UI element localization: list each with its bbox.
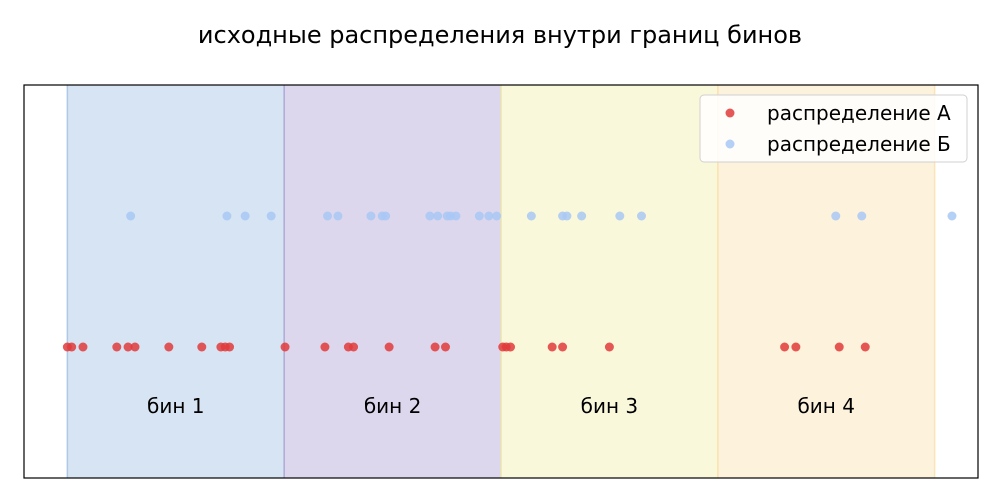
point-series-2-2: [222, 211, 232, 221]
point-series-1-16: [384, 342, 394, 352]
chart-title: исходные распределения внутри границ бин…: [198, 21, 802, 49]
point-series-2-23: [636, 211, 646, 221]
point-series-1-8: [197, 342, 207, 352]
bin-label-1: бин 1: [147, 394, 205, 418]
point-series-1-17: [430, 342, 440, 352]
point-series-2-3: [240, 211, 250, 221]
plot-frame: [23, 84, 979, 479]
legend-box: [699, 94, 968, 163]
legend-label-2: распределение Б: [767, 132, 951, 156]
point-series-1-18: [440, 342, 450, 352]
point-series-1-4: [112, 342, 122, 352]
points-layer: [62, 211, 957, 352]
bin-band-3: [501, 85, 718, 478]
point-series-2-20: [562, 211, 572, 221]
point-series-2-10: [425, 211, 435, 221]
point-series-2-26: [947, 211, 957, 221]
point-series-2-5: [323, 211, 333, 221]
point-series-2-7: [366, 211, 376, 221]
point-series-2-4: [266, 211, 276, 221]
point-series-1-12: [280, 342, 290, 352]
point-series-1-11: [225, 342, 235, 352]
point-series-2-24: [831, 211, 841, 221]
legend: распределение А распределение Б: [699, 94, 968, 163]
bin-label-2: бин 2: [364, 394, 422, 418]
bin-band-2: [284, 85, 501, 478]
point-series-1-6: [130, 342, 140, 352]
bin-label-3: бин 3: [581, 394, 639, 418]
point-series-2-21: [577, 211, 587, 221]
point-series-2-15: [474, 211, 484, 221]
point-series-2-1: [126, 211, 136, 221]
legend-label-1: распределение А: [767, 101, 951, 125]
point-series-1-22: [547, 342, 557, 352]
bin-label-4: бин 4: [797, 394, 855, 418]
series-1: [62, 342, 870, 352]
point-series-2-22: [615, 211, 625, 221]
point-series-2-9: [381, 211, 391, 221]
point-series-2-14: [451, 211, 461, 221]
point-series-2-25: [857, 211, 867, 221]
point-series-1-5: [123, 342, 133, 352]
point-series-2-18: [526, 211, 536, 221]
point-series-1-28: [860, 342, 870, 352]
point-series-1-23: [558, 342, 568, 352]
point-series-1-27: [834, 342, 844, 352]
point-series-2-6: [333, 211, 343, 221]
point-series-1-24: [604, 342, 614, 352]
point-series-2-11: [433, 211, 443, 221]
point-series-1-7: [164, 342, 174, 352]
point-series-1-2: [67, 342, 77, 352]
point-series-1-21: [506, 342, 516, 352]
point-series-2-16: [484, 211, 494, 221]
point-series-2-17: [492, 211, 502, 221]
point-series-1-3: [78, 342, 88, 352]
series-2: [126, 211, 957, 221]
bin-band-1: [67, 85, 285, 478]
point-series-1-25: [780, 342, 790, 352]
point-series-1-13: [320, 342, 330, 352]
legend-marker-1: [725, 108, 735, 118]
legend-marker-2: [725, 139, 735, 149]
point-series-1-15: [349, 342, 359, 352]
point-series-1-26: [791, 342, 801, 352]
